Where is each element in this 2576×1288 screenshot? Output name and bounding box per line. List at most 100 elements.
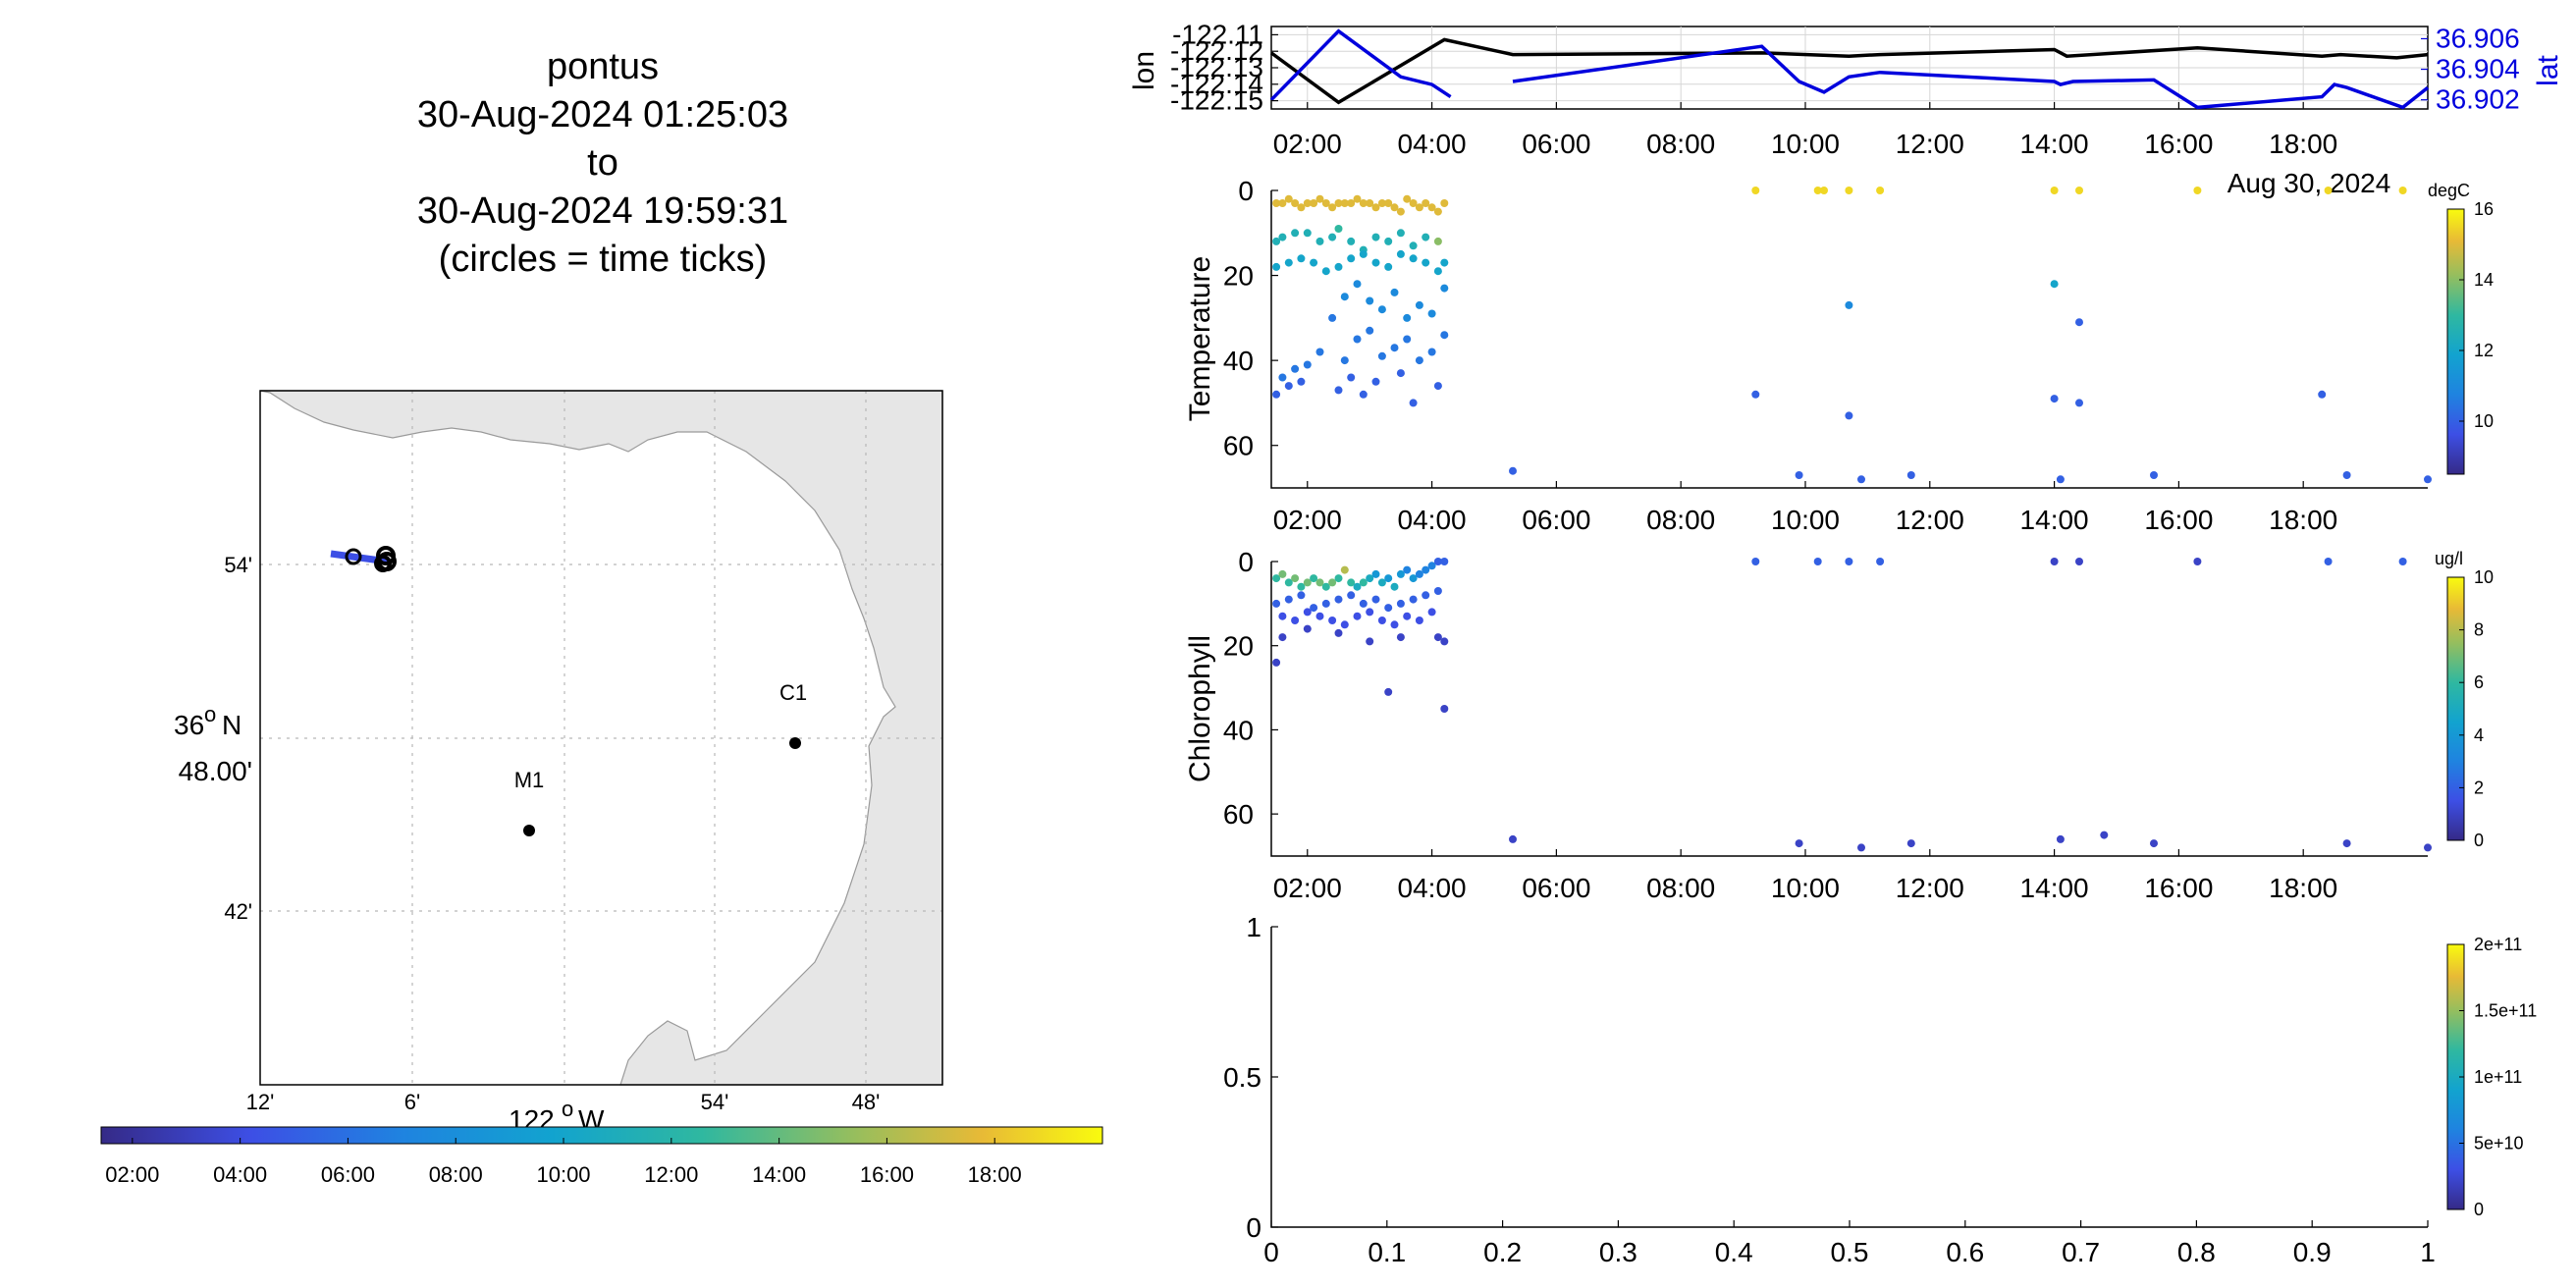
data-point [1422,199,1430,207]
depth-tick-label: 40 [1223,346,1254,376]
data-point [1321,582,1330,591]
depth-axis-ticks: 0 20 40 60 [1223,547,1278,830]
time-colorbar: 02:00 04:00 06:00 08:00 10:00 12:00 14:00 16:00… [100,1126,1103,1187]
data-point [1284,382,1293,391]
data-point [1876,187,1885,194]
data-point [1297,582,1306,591]
lon-tick-label: -122.14 [1170,69,1263,99]
time-tick-label: 16:00 [2144,505,2213,535]
colorbar-tick-label: 06:00 [321,1162,375,1187]
track-map: C1 M1 54' 48.00' 42' 36 o N 12' 6' 54' 4… [174,390,943,1135]
data-point [1509,834,1517,843]
data-point [1857,843,1865,852]
data-point [1303,624,1312,633]
data-point [1396,633,1405,642]
data-point [1315,194,1324,203]
data-point [1377,578,1386,587]
data-point [1422,565,1430,574]
time-tick-label: 16:00 [2144,129,2213,159]
data-point [1278,373,1287,382]
station-label: M1 [514,768,545,792]
colorbar-tick-label: 1e+11 [2474,1067,2522,1087]
data-point [1366,608,1374,617]
data-point [1845,300,1853,309]
y-tick-label: 1 [1246,912,1261,942]
data-point [1876,558,1885,565]
data-point [1427,309,1436,318]
lonlat-panel: -122.11-122.12-122.13-122.14-122.15 36.9… [1128,19,2564,198]
x-tick-label: 0 [1263,1237,1279,1267]
station-c1: C1 [779,680,807,749]
colorbar-tick-label: 16:00 [860,1162,914,1187]
data-point [1366,326,1374,335]
data-point [1334,386,1343,395]
data-point [1427,203,1436,212]
lon-tick: 6' [404,1090,420,1114]
colorbar-tick-label: 2 [2474,778,2484,797]
lon-series-line [1269,37,2429,105]
time-tick-label: 12:00 [1896,873,1964,903]
data-point [1371,258,1380,267]
data-point [1310,574,1318,583]
data-point [1433,633,1442,642]
x-axis-ticks: 0 0.1 0.2 0.3 0.4 0.5 0.6 0.7 0.8 0.9 1 [1263,1220,2436,1267]
x-tick-label: 0.4 [1715,1237,1753,1267]
data-point [1390,344,1399,352]
data-point [1384,574,1393,583]
colorbar-tick-label: 14 [2474,270,2494,290]
y-tick-label: 0.5 [1223,1062,1261,1093]
data-point [2050,558,2059,565]
data-point [1278,199,1287,207]
data-point [1278,633,1287,642]
data-point [1751,390,1760,399]
time-tick-label: 18:00 [2269,505,2337,535]
data-point [1291,199,1300,207]
data-point [1315,348,1324,356]
data-point [1384,687,1393,696]
data-point [1371,233,1380,242]
data-point [1377,305,1386,314]
data-point [1403,565,1412,574]
time-tick-label: 14:00 [2020,505,2089,535]
data-point [1409,242,1418,250]
lonlat-series [1269,28,2430,110]
colorbar-tick-label: 6 [2474,672,2484,692]
data-point [1409,595,1418,604]
data-point [2324,558,2333,565]
data-point [1328,578,1337,587]
temperature-colorbar-unit: degC [2428,181,2470,200]
data-point [1751,558,1760,565]
data-point [1347,373,1356,382]
depth-tick-label: 60 [1223,799,1254,830]
data-point [1353,582,1362,591]
data-point [1845,411,1853,420]
data-point [1297,591,1306,600]
data-point [2342,839,2351,848]
data-point [1328,203,1337,212]
time-tick-label: 12:00 [1896,505,1964,535]
colorbar-tick-label: 8 [2474,620,2484,640]
data-point [2056,834,2065,843]
data-point [1297,377,1306,386]
date-label: Aug 30, 2024 [2227,168,2391,198]
lat-tick-label: 36.904 [2436,54,2520,84]
colorbar-tick-label: 0 [2474,831,2484,850]
plot-title: pontus 30-Aug-2024 01:25:03 to 30-Aug-20… [417,46,788,280]
chlorophyll-colorbar-ticks: 10 8 6 4 2 0 [2459,567,2494,850]
data-point [1328,233,1337,242]
data-point [1396,569,1405,578]
data-point [2193,558,2202,565]
lat-tick-label: 36.902 [2436,84,2520,115]
lat-tick: 54' [224,553,252,577]
colorbar-tick-label: 12 [2474,341,2494,360]
data-point [1440,705,1449,713]
data-point [1340,620,1349,629]
data-point [1359,578,1368,587]
data-point [1366,637,1374,646]
data-point [1315,578,1324,587]
data-point [1396,207,1405,216]
degree-symbol: o [562,1097,573,1121]
data-point [1347,237,1356,245]
data-point [1328,313,1337,322]
colorbar-tick-label: 0 [2474,1200,2484,1219]
